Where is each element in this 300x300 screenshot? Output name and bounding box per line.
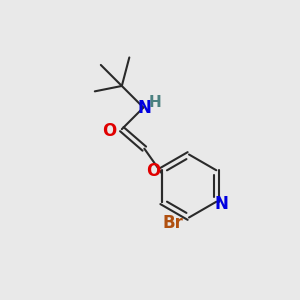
Text: O: O (102, 122, 116, 140)
Text: Br: Br (163, 214, 184, 232)
Text: O: O (146, 162, 160, 180)
Text: N: N (215, 195, 229, 213)
Text: H: H (149, 95, 162, 110)
Text: N: N (137, 98, 151, 116)
